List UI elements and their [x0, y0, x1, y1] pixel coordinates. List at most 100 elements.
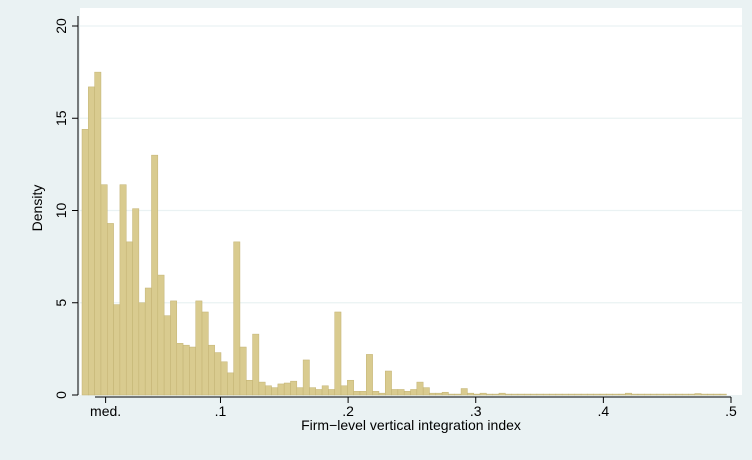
histogram-bar: [302, 359, 310, 396]
histogram-bar: [606, 393, 613, 396]
histogram-bar: [593, 393, 601, 396]
histogram-bar: [517, 393, 525, 396]
x-tick-label: .1: [215, 403, 227, 419]
histogram-bar: [410, 389, 418, 396]
histogram-bar: [277, 383, 285, 396]
histogram-bar: [688, 393, 696, 396]
histogram-bar: [542, 393, 550, 396]
y-tick-label: 20: [53, 18, 69, 34]
histogram-bar: [486, 393, 493, 396]
x-tick-label: .3: [470, 403, 482, 419]
histogram-bar: [637, 393, 645, 396]
histogram-bar: [384, 370, 392, 396]
histogram-bar: [233, 241, 241, 396]
histogram-bar: [81, 129, 89, 396]
histogram-bar: [429, 392, 437, 396]
histogram-bar: [125, 241, 133, 396]
histogram-bar: [549, 393, 557, 396]
x-tick-label: .5: [725, 403, 737, 419]
histogram-bar: [372, 391, 380, 396]
histogram-bar: [258, 381, 266, 396]
histogram-bar: [555, 393, 563, 396]
bars: [81, 71, 727, 396]
histogram-bar: [536, 393, 544, 396]
histogram-bar: [359, 391, 367, 396]
histogram-bar: [523, 393, 531, 396]
histogram-bar: [574, 393, 582, 396]
histogram-bar: [713, 393, 721, 396]
histogram-bar: [176, 343, 184, 396]
y-tick-label: 15: [53, 110, 69, 126]
x-axis-label: Firm−level vertical integration index: [301, 417, 521, 433]
y-axis-label: Density: [29, 185, 45, 232]
grid-lines: [80, 25, 742, 304]
histogram-bar: [681, 393, 689, 396]
histogram-bar: [208, 344, 215, 396]
y-tick-label: 5: [53, 299, 69, 307]
histogram-bar: [599, 393, 607, 396]
histogram-bar: [353, 391, 361, 396]
histogram-bar: [656, 393, 664, 396]
histogram-bar: [189, 346, 196, 396]
histogram-bar: [132, 208, 140, 396]
histogram-bar: [618, 393, 626, 396]
histogram-bar: [88, 86, 95, 396]
histogram-bar: [441, 391, 449, 396]
histogram-bar: [454, 393, 462, 396]
x-ticks: med. .1 .2 .3 .4 .5: [90, 397, 737, 419]
histogram-bar: [347, 379, 354, 396]
histogram-bar: [473, 393, 481, 396]
x-tick-label: .4: [598, 403, 610, 419]
x-tick-label: .2: [342, 403, 354, 419]
histogram-bar: [479, 392, 487, 396]
histogram-bar: [170, 300, 178, 396]
y-ticks: 0 5 10 15 20: [53, 18, 78, 399]
histogram-bar: [416, 381, 424, 396]
histogram-bar: [315, 389, 323, 396]
x-tick-label: med.: [90, 403, 121, 419]
histogram-bar: [100, 184, 108, 396]
histogram-bar: [309, 387, 317, 396]
histogram-bar: [321, 385, 329, 396]
histogram-bar: [587, 393, 594, 396]
histogram-bar: [669, 393, 677, 396]
histogram-bar: [561, 393, 569, 396]
histogram-bar: [195, 300, 203, 396]
histogram-bar: [220, 361, 228, 396]
histogram-bar: [435, 392, 443, 396]
histogram-bar: [568, 393, 576, 396]
histogram-bar: [151, 154, 159, 396]
histogram-bar: [246, 379, 253, 396]
histogram-bar: [650, 393, 658, 396]
histogram-bar: [700, 393, 708, 396]
histogram-bar: [290, 380, 298, 396]
histogram-bar: [422, 387, 430, 396]
histogram-bar: [334, 311, 342, 396]
histogram-bar: [492, 393, 500, 396]
histogram-bar: [107, 223, 114, 396]
histogram-bar: [448, 393, 455, 396]
histogram-bar: [580, 393, 588, 396]
histogram-bar: [182, 344, 190, 396]
histogram-bar: [328, 389, 335, 396]
histogram-bar: [378, 392, 386, 396]
histogram-bar: [625, 392, 632, 396]
histogram-bar: [460, 388, 468, 396]
histogram-bar: [403, 391, 411, 396]
histogram-bar: [631, 393, 639, 396]
histogram-bar: [157, 274, 165, 396]
histogram-bar: [644, 393, 651, 396]
histogram-bar: [467, 392, 474, 396]
histogram-bar: [214, 352, 222, 396]
histogram-bar: [94, 71, 102, 396]
histogram-bar: [397, 389, 405, 396]
histogram-bar: [530, 393, 538, 396]
histogram-bar: [113, 304, 121, 396]
plot-area: [80, 8, 742, 395]
histogram-bar: [119, 184, 127, 396]
histogram-bar: [163, 315, 171, 396]
histogram-bar: [296, 387, 304, 396]
histogram-bar: [694, 393, 702, 396]
